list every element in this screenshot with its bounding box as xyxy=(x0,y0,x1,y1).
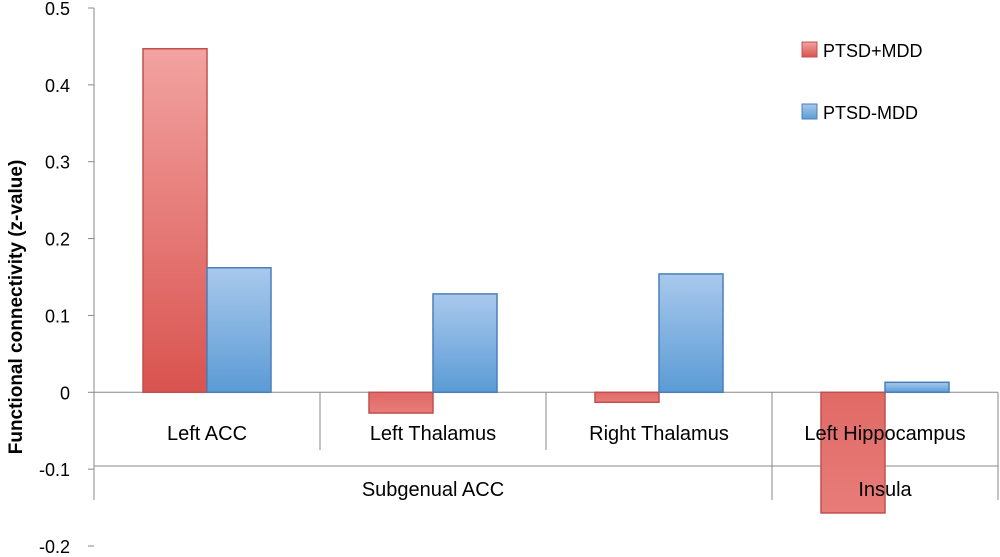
category-label: Right Thalamus xyxy=(589,423,729,445)
y-tick-label: 0.2 xyxy=(45,230,70,250)
legend: PTSD+MDD PTSD-MDD xyxy=(801,41,923,123)
group-label: Insula xyxy=(858,479,912,501)
bar-ptsd-plus-mdd xyxy=(594,391,660,404)
y-tick-label: -0.1 xyxy=(39,460,70,480)
bar-ptsd-plus-mdd xyxy=(368,391,434,414)
category-label: Left Thalamus xyxy=(370,423,496,445)
bar-ptsd-minus-mdd xyxy=(658,273,724,394)
category-label: Left Hippocampus xyxy=(804,423,965,445)
category-label: Left ACC xyxy=(167,423,247,445)
y-tick-label: 0.5 xyxy=(45,0,70,19)
y-tick-label: -0.2 xyxy=(39,537,70,557)
bar-ptsd-minus-mdd xyxy=(432,293,498,394)
category-labels: Left ACC Left Thalamus Right Thalamus Left … xyxy=(167,423,966,501)
y-tick-label: 0.3 xyxy=(45,153,70,173)
bar-ptsd-plus-mdd xyxy=(820,391,886,514)
bars xyxy=(142,47,950,514)
axes: 0.5 0.4 0.3 0.2 0.1 0 -0.1 -0.2 xyxy=(39,0,999,557)
group-label: Subgenual ACC xyxy=(362,479,504,501)
bar-ptsd-minus-mdd xyxy=(884,381,950,394)
legend-label-ptsd-mdd-minus: PTSD-MDD xyxy=(823,103,918,123)
legend-swatch-ptsd-mdd-plus xyxy=(801,41,818,58)
y-tick-label: 0 xyxy=(60,383,70,403)
legend-swatch-ptsd-mdd-minus xyxy=(801,103,818,120)
y-axis-label: Functional connectivity (z-value) xyxy=(6,160,27,455)
legend-label-ptsd-mdd-plus: PTSD+MDD xyxy=(823,41,923,61)
y-tick-label: 0.1 xyxy=(45,306,70,326)
bar-ptsd-minus-mdd xyxy=(206,267,272,394)
y-tick-label: 0.4 xyxy=(45,76,70,96)
bar-ptsd-plus-mdd xyxy=(142,47,208,394)
